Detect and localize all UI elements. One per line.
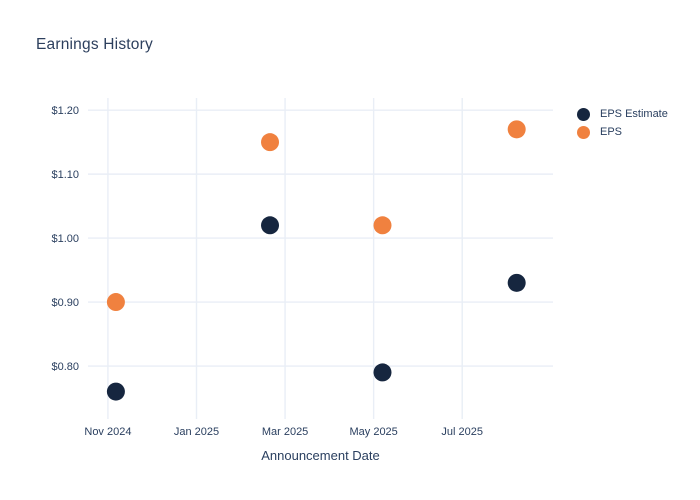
legend-label-eps-estimate: EPS Estimate [600, 108, 668, 120]
data-point-eps-estimate-0[interactable] [106, 382, 125, 401]
x-tick-label-2: Mar 2025 [262, 426, 308, 438]
y-tick-label-4: $0.80 [51, 361, 79, 373]
data-point-eps-0[interactable] [106, 293, 125, 312]
y-tick-label-0: $1.20 [51, 105, 79, 117]
x-tick-label-3: May 2025 [349, 426, 397, 438]
legend: EPS Estimate EPS [577, 105, 668, 141]
data-point-eps-2[interactable] [373, 216, 392, 235]
data-point-eps-3[interactable] [507, 120, 526, 139]
data-point-eps-estimate-3[interactable] [507, 273, 526, 292]
x-tick-label-0: Nov 2024 [84, 426, 131, 438]
x-tick-label-1: Jan 2025 [174, 426, 219, 438]
y-tick-label-1: $1.10 [51, 169, 79, 181]
x-tick-label-4: Jul 2025 [441, 426, 483, 438]
x-axis-title: Announcement Date [261, 448, 380, 463]
data-point-eps-1[interactable] [261, 133, 280, 152]
data-point-eps-estimate-1[interactable] [261, 216, 280, 235]
legend-item-eps-estimate[interactable]: EPS Estimate [577, 105, 668, 123]
data-point-eps-estimate-2[interactable] [373, 363, 392, 382]
chart-title: Earnings History [36, 36, 153, 53]
eps-estimate-marker-icon [577, 107, 590, 121]
y-tick-label-3: $0.90 [51, 297, 79, 309]
legend-label-eps: EPS [600, 126, 623, 138]
legend-item-eps[interactable]: EPS [577, 123, 668, 141]
y-tick-label-2: $1.00 [51, 233, 79, 245]
eps-marker-icon [577, 125, 590, 139]
